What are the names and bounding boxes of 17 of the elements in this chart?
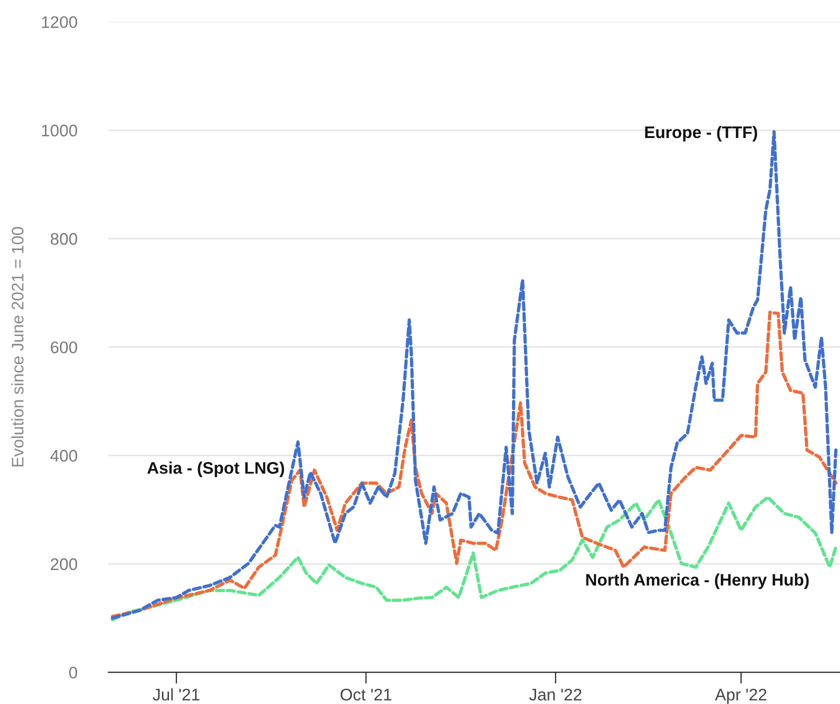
x-tick-label: Apr '22 <box>714 688 766 704</box>
y-tick-label: 600 <box>50 341 78 354</box>
series-label: North America - (Henry Hub) <box>586 573 809 590</box>
series-label: Europe - (TTF) <box>645 126 758 142</box>
x-tick-label: Jul '21 <box>152 688 200 701</box>
line-series <box>110 496 838 622</box>
y-tick-label: 400 <box>50 450 78 462</box>
x-tick-label: Oct '21 <box>340 688 392 701</box>
y-tick-label: 1200 <box>42 16 78 28</box>
y-axis-title: Evolution since June 2021 = 100 <box>11 227 24 466</box>
y-tick-label: 1000 <box>42 124 78 136</box>
y-tick-label: 0 <box>69 666 78 679</box>
series-label: Asia - (Spot LNG) <box>147 462 284 478</box>
x-tick-label: Jan '22 <box>529 688 582 701</box>
y-tick-label: 200 <box>50 558 78 570</box>
line-series <box>110 310 838 618</box>
y-tick-label: 800 <box>50 233 78 245</box>
